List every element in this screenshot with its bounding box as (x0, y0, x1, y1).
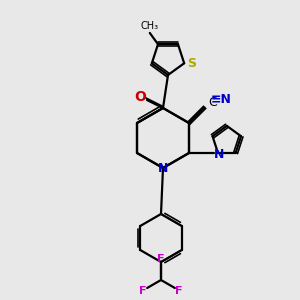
Text: F: F (157, 254, 165, 264)
Text: N: N (158, 161, 168, 175)
Text: CH₃: CH₃ (141, 21, 159, 31)
Text: ≡N: ≡N (211, 93, 232, 106)
Text: O: O (134, 90, 146, 104)
Text: S: S (187, 57, 196, 70)
Text: N: N (214, 148, 224, 160)
Text: F: F (139, 286, 147, 296)
Text: F: F (176, 286, 183, 296)
Text: C: C (208, 96, 217, 109)
